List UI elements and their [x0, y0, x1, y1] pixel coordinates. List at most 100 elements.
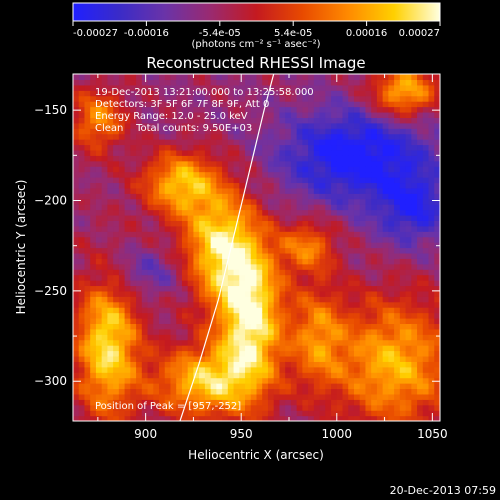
heatmap-cell — [376, 393, 384, 400]
heatmap-cell — [73, 231, 80, 238]
heatmap-cell — [382, 290, 389, 297]
heatmap-cell — [273, 128, 281, 135]
heatmap-cell — [73, 177, 80, 184]
heatmap-cell — [118, 252, 126, 259]
heatmap-cell — [216, 149, 223, 156]
heatmap-cell — [319, 198, 326, 205]
heatmap-cell — [290, 139, 298, 146]
heatmap-cell — [199, 220, 206, 227]
heatmap-cell — [141, 307, 149, 314]
heatmap-cell — [296, 209, 303, 216]
heatmap-cell — [107, 361, 114, 368]
heatmap-cell — [422, 144, 430, 151]
heatmap-cell — [118, 171, 126, 178]
heatmap-cell — [336, 388, 344, 395]
heatmap-cell — [136, 317, 143, 325]
heatmap-cell — [256, 106, 263, 113]
heatmap-cell — [222, 171, 229, 178]
heatmap-cell — [222, 263, 229, 270]
heatmap-cell — [336, 79, 344, 86]
heatmap-cell — [302, 296, 309, 303]
heatmap-cell — [84, 171, 91, 178]
heatmap-cell — [204, 106, 212, 113]
heatmap-cell — [359, 198, 367, 205]
heatmap-cell — [73, 290, 80, 297]
heatmap-cell — [164, 236, 172, 243]
heatmap-cell — [394, 90, 401, 97]
heatmap-cell — [279, 155, 286, 162]
heatmap-cell — [170, 193, 177, 200]
heatmap-cell — [382, 307, 389, 314]
heatmap-cell — [159, 393, 166, 400]
heatmap-cell — [290, 106, 298, 113]
heatmap-cell — [130, 323, 137, 330]
heatmap-cell — [95, 90, 103, 97]
heatmap-cell — [256, 280, 263, 287]
heatmap-cell — [331, 193, 338, 200]
heatmap-cell — [342, 198, 349, 205]
heatmap-cell — [136, 285, 143, 292]
heatmap-cell — [331, 410, 338, 417]
heatmap-cell — [124, 160, 131, 167]
heatmap-cell — [107, 187, 114, 194]
heatmap-cell — [250, 263, 258, 270]
heatmap-cell — [331, 111, 338, 118]
heatmap-cell — [399, 122, 407, 129]
heatmap-cell — [239, 361, 246, 368]
heatmap-cell — [118, 345, 126, 352]
heatmap-cell — [262, 117, 269, 124]
heatmap-cell — [239, 258, 246, 265]
heatmap-cell — [176, 345, 183, 352]
heatmap-cell — [319, 290, 326, 297]
heatmap-cell — [153, 79, 160, 86]
heatmap-cell — [199, 177, 206, 184]
heatmap-cell — [164, 350, 172, 357]
heatmap-cell — [164, 155, 172, 162]
heatmap-cell — [216, 252, 223, 259]
heatmap-cell — [181, 209, 189, 216]
heatmap-cell — [411, 187, 418, 194]
heatmap-cell — [388, 177, 395, 184]
heatmap-cell — [113, 193, 120, 200]
heatmap-cell — [319, 323, 326, 330]
heatmap-cell — [273, 220, 281, 227]
heatmap-cell — [302, 236, 309, 243]
heatmap-cell — [434, 393, 440, 400]
heatmap-cell — [73, 155, 80, 162]
heatmap-cell — [273, 171, 281, 178]
heatmap-cell — [353, 366, 361, 373]
heatmap-cell — [84, 149, 91, 156]
heatmap-cell — [313, 214, 321, 221]
heatmap-cell — [176, 231, 183, 238]
heatmap-cell — [342, 177, 349, 184]
heatmap-cell — [113, 214, 120, 221]
heatmap-cell — [411, 252, 418, 259]
heatmap-cell — [107, 177, 114, 184]
heatmap-cell — [193, 361, 200, 368]
heatmap-cell — [107, 220, 114, 227]
heatmap-cell — [336, 177, 344, 184]
heatmap-cell — [399, 280, 407, 287]
heatmap-cell — [250, 144, 258, 151]
heatmap-cell — [170, 317, 177, 325]
heatmap-cell — [159, 144, 166, 151]
heatmap-cell — [159, 171, 166, 178]
heatmap-cell — [101, 393, 109, 400]
heatmap-cell — [365, 393, 372, 400]
heatmap-cell — [365, 290, 372, 297]
heatmap-cell — [95, 269, 103, 276]
heatmap-cell — [136, 334, 143, 341]
heatmap-cell — [313, 139, 321, 146]
heatmap-cell — [325, 404, 332, 411]
heatmap-cell — [267, 263, 275, 270]
heatmap-cell — [434, 274, 440, 281]
heatmap-cell — [422, 328, 430, 335]
heatmap-cell — [388, 198, 395, 205]
heatmap-cell — [336, 350, 344, 357]
heatmap-cell — [399, 377, 407, 384]
heatmap-cell — [124, 296, 131, 303]
heatmap-cell — [434, 350, 440, 357]
heatmap-cell — [136, 106, 143, 113]
heatmap-cell — [365, 383, 372, 390]
heatmap-cell — [73, 307, 80, 314]
